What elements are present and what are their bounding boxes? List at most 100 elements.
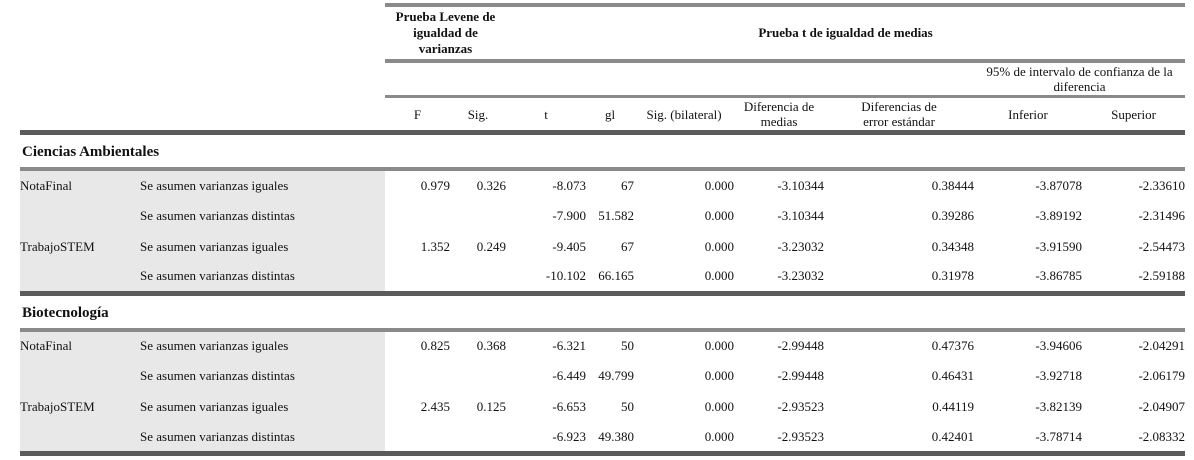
table-row: Se asumen varianzas distintas -10.102 66…: [20, 262, 1186, 296]
table-row: NotaFinal Se asumen varianzas iguales 0.…: [20, 329, 1186, 361]
cell-inferior: -3.91590: [1035, 238, 1083, 254]
cell-gl: 51.582: [598, 207, 635, 223]
variable-label: NotaFinal: [20, 329, 140, 361]
cell-f: [385, 422, 450, 456]
cell-f: 2.435: [420, 399, 450, 414]
table-row: TrabajoSTEM Se asumen varianzas iguales …: [20, 391, 1186, 423]
assumption-label: Se asumen varianzas distintas: [140, 262, 385, 296]
variable-label: NotaFinal: [20, 169, 140, 200]
cell-gl: 49.380: [586, 422, 635, 456]
cell-inferior: -3.78714: [974, 422, 1083, 456]
ci-label-spacer: [20, 61, 385, 97]
cell-f: 0.979: [420, 177, 450, 193]
assumption-label: Se asumen varianzas distintas: [140, 200, 385, 231]
cell-sig: [450, 262, 507, 296]
cell-sig: 0.249: [476, 238, 507, 254]
col-header-dif-error-label: Diferencias de error estándar: [861, 99, 937, 129]
cell-dif-medias: -3.10344: [777, 177, 825, 193]
cell-superior: -2.04907: [1138, 399, 1186, 414]
col-header-sig-bilateral: Sig. (bilateral): [634, 96, 735, 135]
variable-label: TrabajoSTEM: [20, 231, 140, 262]
col-header-inferior: Inferior: [974, 96, 1083, 135]
cell-sig-bilateral: 0.000: [704, 177, 735, 193]
cell-sig-bilateral: 0.000: [704, 207, 735, 223]
col-header-sig: Sig.: [450, 96, 507, 135]
cell-dif-error: 0.42401: [824, 422, 975, 456]
assumption-label: Se asumen varianzas iguales: [140, 391, 385, 423]
ci-header: 95% de intervalo de confianza de la dife…: [974, 61, 1186, 98]
cell-superior: -2.04291: [1138, 338, 1186, 353]
cell-t: -6.321: [552, 338, 587, 353]
cell-gl: 67: [621, 238, 635, 254]
ci-spacer: [385, 61, 975, 98]
cell-inferior: -3.92718: [1035, 368, 1083, 383]
assumption-label: Se asumen varianzas iguales: [140, 169, 385, 200]
ttest-group-header: Prueba t de igualdad de medias: [506, 3, 1186, 63]
col-header-gl: gl: [586, 96, 635, 135]
col-header-t: t: [506, 96, 587, 135]
cell-t: -6.653: [552, 399, 587, 414]
cell-t: -6.923: [506, 422, 587, 456]
cell-dif-medias: -2.99448: [777, 338, 825, 353]
cell-dif-error: 0.47376: [931, 338, 975, 353]
columns-label-spacer: [20, 96, 385, 135]
cell-sig-bilateral: 0.000: [704, 238, 735, 254]
cell-sig: [450, 361, 506, 392]
cell-f: 0.825: [420, 338, 450, 353]
cell-sig: 0.368: [476, 338, 507, 353]
col-header-dif-error: Diferencias de error estándar: [824, 96, 975, 135]
cell-sig-bilateral: 0.000: [704, 399, 735, 414]
section-header-ciencias-ambientales: Ciencias Ambientales: [20, 132, 1186, 171]
group-header-row: Prueba Levene de igualdad de varianzas P…: [20, 3, 1186, 63]
cell-t: -7.900: [552, 207, 587, 223]
col-header-dif-medias-label: Diferencia de medias: [743, 99, 815, 129]
cell-f: 1.352: [420, 238, 450, 254]
section-title: Biotecnología: [20, 293, 1186, 332]
col-header-superior: Superior: [1082, 96, 1186, 135]
cell-inferior: -3.86785: [974, 262, 1083, 296]
cell-t: -10.102: [506, 262, 587, 296]
cell-dif-medias: -3.23032: [777, 238, 825, 254]
cell-dif-medias: -2.93523: [777, 399, 825, 414]
section-title: Ciencias Ambientales: [20, 132, 1186, 171]
cell-t: -8.073: [552, 177, 587, 193]
cell-inferior: -3.82139: [1035, 399, 1083, 414]
ci-header-row: 95% de intervalo de confianza de la dife…: [20, 61, 1186, 98]
assumption-label: Se asumen varianzas iguales: [140, 329, 385, 361]
cell-dif-error: 0.38444: [931, 177, 975, 193]
cell-superior: -2.31496: [1138, 207, 1186, 223]
assumption-label: Se asumen varianzas distintas: [140, 422, 385, 456]
cell-sig: 0.125: [476, 399, 507, 414]
cell-gl: 66.165: [586, 262, 635, 296]
table-row: Se asumen varianzas distintas -7.900 51.…: [20, 200, 1185, 231]
cell-dif-medias: -2.93523: [734, 422, 825, 456]
cell-dif-medias: -2.99448: [777, 368, 825, 383]
cell-superior: -2.06179: [1138, 368, 1186, 383]
cell-gl: 50: [621, 338, 635, 353]
cell-gl: 49.799: [598, 368, 635, 383]
cell-superior: -2.33610: [1138, 177, 1186, 193]
column-header-row: F Sig. t gl Sig. (bilateral) Diferencia …: [20, 96, 1186, 135]
cell-dif-medias: -3.23032: [734, 262, 825, 296]
assumption-label: Se asumen varianzas distintas: [140, 360, 385, 392]
variable-label: [20, 200, 140, 231]
table-row: Se asumen varianzas distintas -6.449 49.…: [20, 360, 1186, 392]
cell-sig-bilateral: 0.000: [634, 422, 735, 456]
cell-dif-error: 0.46431: [931, 368, 975, 383]
variable-label: [20, 262, 140, 296]
cell-dif-medias: -3.10344: [777, 207, 825, 223]
cell-sig: [450, 200, 506, 231]
cell-dif-error: 0.31978: [824, 262, 975, 296]
cell-gl: 67: [621, 177, 635, 193]
cell-sig: 0.326: [476, 177, 507, 193]
cell-f: [385, 200, 450, 231]
cell-sig-bilateral: 0.000: [704, 368, 735, 383]
cell-inferior: -3.94606: [1035, 338, 1083, 353]
header-label-spacer: [20, 5, 385, 61]
cell-sig: [450, 422, 507, 456]
table-row: Se asumen varianzas distintas -6.923 49.…: [20, 422, 1186, 456]
cell-inferior: -3.89192: [1035, 207, 1083, 223]
assumption-label: Se asumen varianzas iguales: [140, 231, 385, 262]
cell-superior: -2.59188: [1082, 262, 1186, 296]
variable-label: [20, 422, 140, 456]
